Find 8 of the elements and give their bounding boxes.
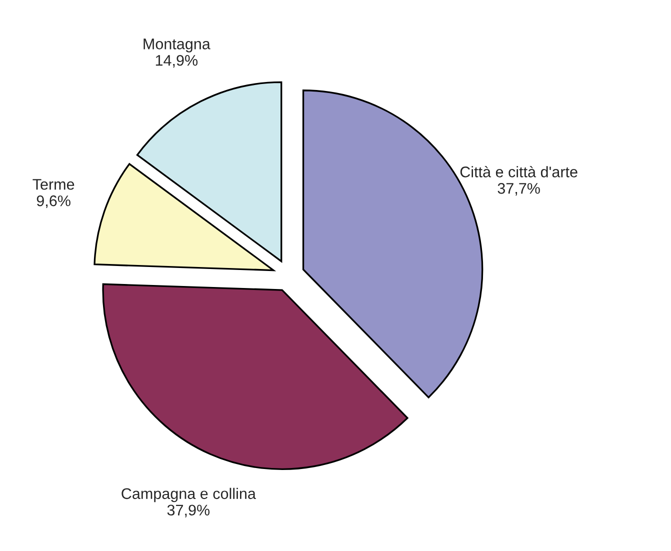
slice-label: Città e città d'arte xyxy=(460,166,578,178)
slice-label: Campagna e collina xyxy=(122,488,256,502)
slice-label: Terme xyxy=(32,179,74,190)
slice-label: Montagna xyxy=(144,38,210,52)
data-label: 14,9% xyxy=(156,54,198,68)
data-label: 37,7% xyxy=(498,183,540,196)
data-label: 9,6% xyxy=(36,195,70,208)
data-label: 37,9% xyxy=(167,504,210,518)
